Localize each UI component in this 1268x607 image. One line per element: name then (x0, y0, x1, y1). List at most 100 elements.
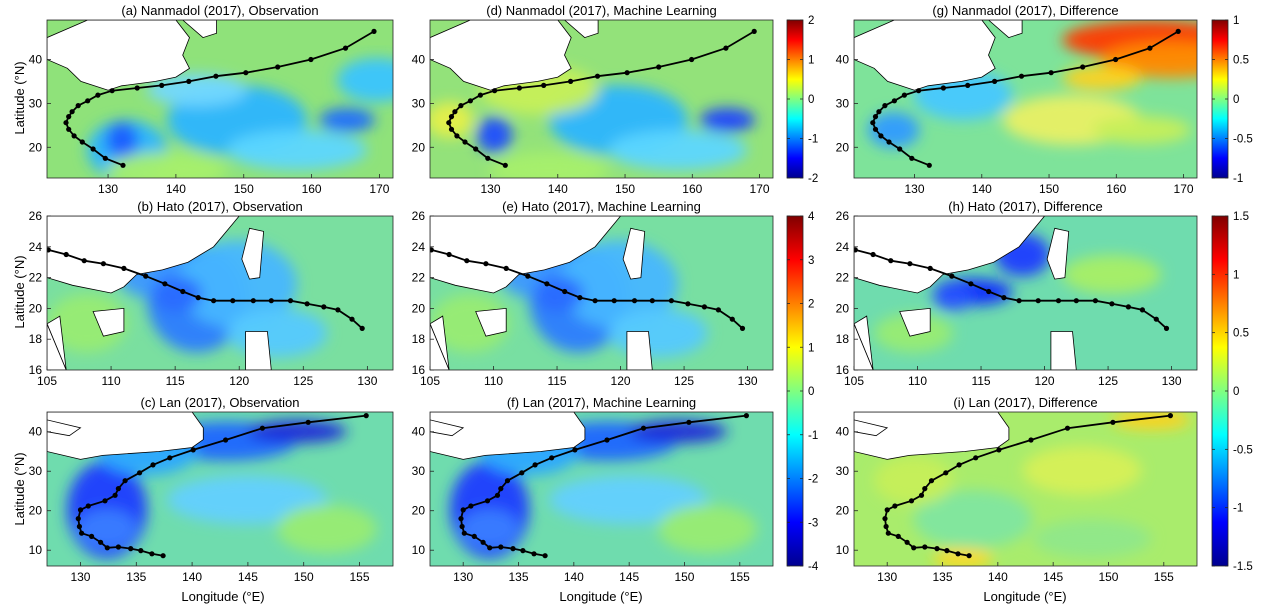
track-point (502, 162, 508, 168)
track-point (90, 146, 96, 152)
map-panel: 105 110 115 120 125 130 16 18 20 22 24 26 (e) Hato (… (412, 199, 774, 388)
x-tick-label: 140 (182, 570, 202, 584)
track-point (1153, 316, 1159, 322)
land-mask (622, 227, 646, 280)
track-point (965, 82, 971, 88)
track-point (459, 523, 465, 530)
track-point (448, 126, 455, 132)
track-point (541, 82, 547, 88)
track-point (75, 516, 81, 522)
track-point (891, 98, 898, 104)
track-point (122, 478, 128, 484)
track-point (63, 251, 69, 258)
track-point (739, 325, 746, 331)
track-point (268, 298, 274, 304)
colorbar: 1.5 1 0.5 0 -0.5 -1 -1.5 (1211, 211, 1253, 573)
track-point (120, 162, 126, 168)
track-point (904, 539, 910, 545)
track-point (230, 298, 236, 304)
track-point (85, 503, 91, 509)
colorbar-tick-label: 1 (1233, 15, 1239, 27)
x-tick-label: 105 (37, 374, 57, 388)
y-tick-label: 22 (836, 271, 850, 285)
track-point (854, 247, 858, 253)
land-mask (47, 419, 82, 437)
track-point (79, 530, 85, 536)
colorbar-tick-label: 2 (808, 15, 814, 27)
track-point (922, 544, 928, 550)
track-point (66, 126, 72, 132)
xlabel-col3: Longitude (°E) (983, 589, 1066, 604)
track-point (872, 126, 879, 132)
colorbar-tick-label: 1.5 (1233, 211, 1249, 223)
track-point (916, 88, 922, 94)
y-tick-label: 26 (412, 209, 426, 223)
x-tick-label: 130 (738, 374, 758, 388)
track-point (510, 546, 516, 552)
track-point (104, 545, 110, 551)
track-point (1016, 298, 1022, 304)
track-point (525, 273, 531, 279)
land-mask (854, 216, 1046, 294)
land-mask (899, 307, 931, 337)
track-point (723, 45, 729, 51)
track-point (907, 261, 913, 267)
axes-frame (46, 215, 394, 371)
y-tick-label: 40 (29, 425, 43, 439)
x-tick-label: 110 (908, 374, 927, 388)
x-tick-label: 105 (420, 374, 440, 388)
y-tick-label: 20 (29, 504, 43, 518)
track-point (882, 516, 888, 522)
x-tick-label: 130 (453, 570, 473, 584)
map-panel: 130 135 140 145 150 155 10 20 30 40 (f) Lan (2017)… (412, 395, 774, 584)
track-point (542, 553, 548, 559)
track-point (908, 498, 915, 504)
track-point (922, 486, 928, 492)
track-point (150, 462, 156, 468)
track-point (888, 258, 894, 264)
colorbar-tick-label: -2 (808, 173, 818, 185)
x-tick-label: 125 (674, 374, 694, 388)
y-tick-label: 10 (29, 543, 43, 557)
y-tick-label: 22 (29, 271, 43, 285)
y-tick-label: 40 (412, 53, 426, 67)
track-point (149, 551, 155, 557)
track-point (213, 73, 219, 79)
track-point (89, 533, 95, 540)
track-point (516, 85, 523, 91)
axes-frame (853, 215, 1198, 371)
colorbar-tick-label: 0.5 (1233, 55, 1249, 67)
colorbar: 4 3 2 1 0 -1 -2 -3 -4 (786, 211, 819, 573)
track-point (250, 298, 256, 304)
land-mask (854, 412, 1010, 460)
track-point (471, 533, 477, 540)
colorbar-tick-label: -3 (808, 517, 818, 529)
land-mask (430, 216, 622, 294)
track-point (1092, 298, 1098, 304)
panel-title: (d) Nanmadol (2017), Machine Learning (486, 3, 717, 18)
track-point (121, 265, 127, 271)
storm-track-line (65, 30, 375, 167)
colorbar-tick-label: -4 (808, 561, 819, 573)
x-tick-label: 155 (1154, 570, 1174, 584)
land-mask (430, 323, 450, 370)
track-point (701, 304, 708, 310)
track-point (883, 523, 889, 530)
track-point (1073, 298, 1079, 304)
track-point (452, 109, 458, 115)
x-tick-label: 115 (971, 374, 990, 388)
land-mask (430, 20, 572, 91)
track-point (927, 265, 933, 271)
track-point (577, 295, 583, 301)
track-point (446, 251, 452, 258)
x-tick-label: 120 (1035, 374, 1055, 388)
y-tick-label: 16 (836, 363, 850, 377)
track-point (69, 109, 75, 115)
track-point (668, 298, 675, 304)
track-point (926, 162, 932, 168)
x-tick-label: 115 (166, 374, 185, 388)
colorbar-tick-label: -1.5 (1233, 561, 1253, 573)
track-point (484, 498, 491, 504)
x-tick-label: 150 (234, 182, 254, 196)
y-tick-label: 40 (29, 53, 43, 67)
